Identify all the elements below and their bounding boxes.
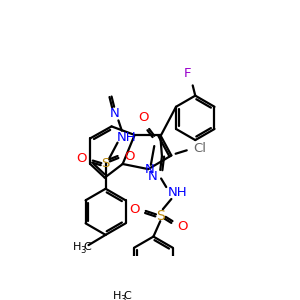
Text: C: C xyxy=(83,242,91,252)
Text: NH: NH xyxy=(167,186,187,199)
Text: O: O xyxy=(124,150,135,163)
Text: S: S xyxy=(101,157,110,169)
Text: O: O xyxy=(129,203,140,216)
Text: H: H xyxy=(113,290,122,300)
Text: H: H xyxy=(73,242,82,252)
Text: Cl: Cl xyxy=(193,142,206,155)
Text: O: O xyxy=(138,110,148,124)
Text: NH: NH xyxy=(116,131,136,144)
Text: O: O xyxy=(76,152,87,165)
Text: C: C xyxy=(123,290,131,300)
Text: F: F xyxy=(184,67,191,80)
Text: 3: 3 xyxy=(120,295,125,300)
Text: N: N xyxy=(148,170,158,183)
Text: N: N xyxy=(145,163,155,176)
Text: S: S xyxy=(156,209,165,223)
Text: 3: 3 xyxy=(80,246,85,255)
Text: O: O xyxy=(177,220,188,233)
Text: N: N xyxy=(109,107,119,120)
